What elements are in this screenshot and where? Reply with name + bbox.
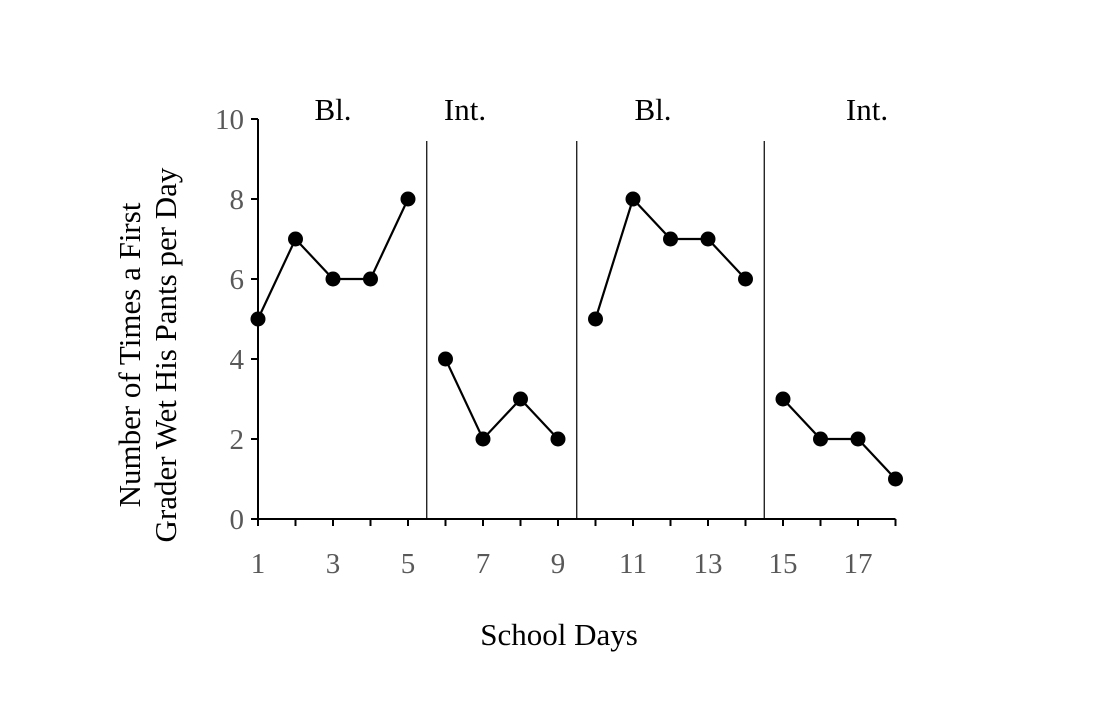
x-tick-label: 3 xyxy=(326,548,341,580)
data-point xyxy=(288,231,303,247)
phase-change-lines xyxy=(426,141,765,519)
phase-labels: Bl. Int. Bl. Int. xyxy=(314,92,888,127)
data-point xyxy=(738,271,753,287)
phase-label: Bl. xyxy=(634,92,671,127)
data-point xyxy=(588,311,603,327)
data-point xyxy=(550,431,566,447)
data-point xyxy=(475,431,491,447)
chart-axes xyxy=(251,118,897,526)
x-tick-label: 9 xyxy=(551,548,566,580)
phase-label: Int. xyxy=(846,92,888,127)
y-tick-label: 0 xyxy=(230,504,245,536)
data-point xyxy=(700,231,716,247)
phase-label: Int. xyxy=(444,92,486,127)
y-tick-label: 10 xyxy=(215,104,244,136)
series-line xyxy=(444,358,559,441)
series-line xyxy=(594,196,747,320)
phase-label: Bl. xyxy=(314,92,351,127)
data-point xyxy=(663,231,678,247)
y-tick-label: 8 xyxy=(230,184,245,216)
y-tick-label: 2 xyxy=(230,424,245,456)
series-line xyxy=(257,198,409,320)
x-axis-title: School Days xyxy=(480,617,638,652)
y-axis-title-line-2: Grader Wet His Pants per Day xyxy=(148,167,183,542)
data-series xyxy=(250,191,903,487)
data-point xyxy=(513,391,528,407)
data-point xyxy=(363,271,378,287)
x-tick-label: 17 xyxy=(844,548,873,580)
data-point xyxy=(325,271,341,287)
data-point xyxy=(400,191,416,207)
y-tick-label: 6 xyxy=(230,264,245,296)
y-axis-title-line-1: Number of Times a First xyxy=(112,202,147,507)
data-point xyxy=(813,431,828,447)
x-tick-label: 1 xyxy=(251,548,266,580)
data-point xyxy=(888,471,903,487)
data-point xyxy=(625,191,641,207)
data-point xyxy=(250,311,266,327)
x-tick-label: 11 xyxy=(619,548,647,580)
data-point xyxy=(438,351,453,367)
x-tick-label: 7 xyxy=(476,548,491,580)
x-tick-label: 5 xyxy=(401,548,416,580)
x-tick-label: 15 xyxy=(769,548,798,580)
x-tick-label: 13 xyxy=(694,548,723,580)
data-point xyxy=(850,431,866,447)
series-line xyxy=(782,398,897,480)
data-point xyxy=(775,391,791,407)
y-tick-label: 4 xyxy=(230,344,245,376)
